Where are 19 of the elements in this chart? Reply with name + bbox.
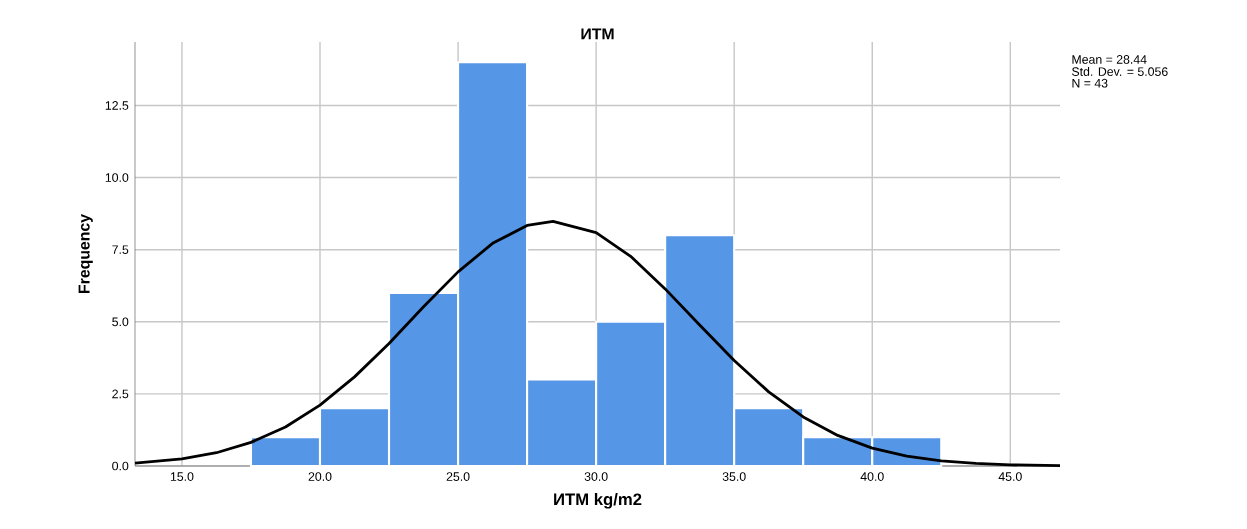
y-tick-label: 2.5 (112, 389, 129, 399)
y-tick-label: 5.0 (112, 317, 129, 327)
x-tick-label: 45.0 (998, 472, 1022, 481)
y-tick-label: 0.0 (112, 461, 129, 471)
x-tick-label: 15.0 (170, 472, 194, 481)
text: N = 43 (1072, 78, 1108, 88)
y-axis-title: Frequency (78, 214, 93, 293)
y-tick-label: 10.0 (105, 173, 129, 182)
chart-title: ИТМ (581, 28, 614, 40)
x-tick-label: 20.0 (308, 472, 332, 481)
y-tick-label: 12.5 (105, 101, 129, 110)
text: Std. Dev. = 5.056 (1072, 66, 1168, 76)
text: Mean = 28.44 (1072, 55, 1147, 64)
x-tick-label: 40.0 (860, 472, 884, 481)
x-tick-label: 35.0 (722, 472, 746, 481)
x-tick-label: 30.0 (584, 472, 608, 481)
x-axis-title: ИТМ kg/m2 (554, 492, 642, 509)
x-tick-label: 25.0 (446, 472, 470, 481)
y-tick-label: 7.5 (112, 245, 129, 254)
